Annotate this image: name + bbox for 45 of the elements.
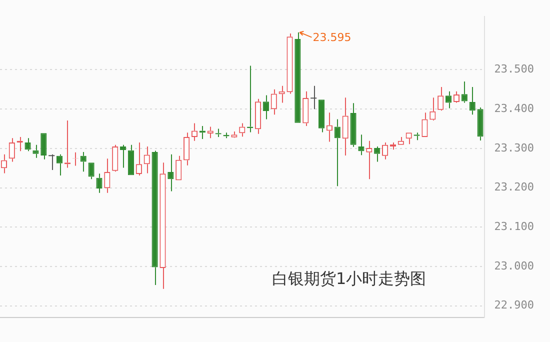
y-tick-label: 23.100 <box>494 220 534 233</box>
y-tick-label: 23.400 <box>494 102 534 115</box>
y-tick-label: 23.300 <box>494 141 534 154</box>
candlestick <box>152 150 158 286</box>
candlestick <box>207 126 214 139</box>
candlestick <box>382 142 388 160</box>
text: 白银期货1小时走势图 <box>272 268 426 288</box>
y-tick-label: 23.500 <box>494 62 534 76</box>
candlestick <box>422 112 428 137</box>
candlestick <box>231 130 238 138</box>
candlestick <box>302 90 309 126</box>
candlestick <box>128 144 134 176</box>
candlestick <box>40 133 47 160</box>
candlestick <box>310 85 318 110</box>
candlestick <box>461 81 468 104</box>
y-tick-label: 23.000 <box>494 259 534 272</box>
y-tick-label: 23.200 <box>494 180 534 194</box>
candlestick <box>398 136 404 145</box>
candlestick <box>334 118 340 187</box>
candlestick <box>48 154 56 171</box>
candlestick <box>477 106 484 142</box>
candlestick <box>184 132 190 166</box>
annotation: 23.595 <box>312 31 352 44</box>
candlestick <box>286 33 293 94</box>
candlestick <box>350 102 356 148</box>
candlestick <box>358 134 364 156</box>
candlestick <box>80 151 86 172</box>
candlestick <box>294 32 301 123</box>
candlestick <box>32 144 39 158</box>
candlestick <box>88 162 94 180</box>
candlestick <box>160 162 166 290</box>
candlestick <box>8 138 15 162</box>
candlestick <box>104 158 110 194</box>
candlestick <box>390 142 396 150</box>
candlestick <box>96 173 102 194</box>
candlestick <box>176 155 182 180</box>
candlestick <box>24 138 31 152</box>
candlestick <box>254 98 262 134</box>
candlestick <box>438 86 444 112</box>
y-tick-label: 22.900 <box>494 298 534 312</box>
candlestick <box>120 144 126 168</box>
candlestick <box>342 97 348 156</box>
candlestick <box>168 154 174 192</box>
candlestick <box>318 100 325 133</box>
candlestick <box>270 88 277 116</box>
